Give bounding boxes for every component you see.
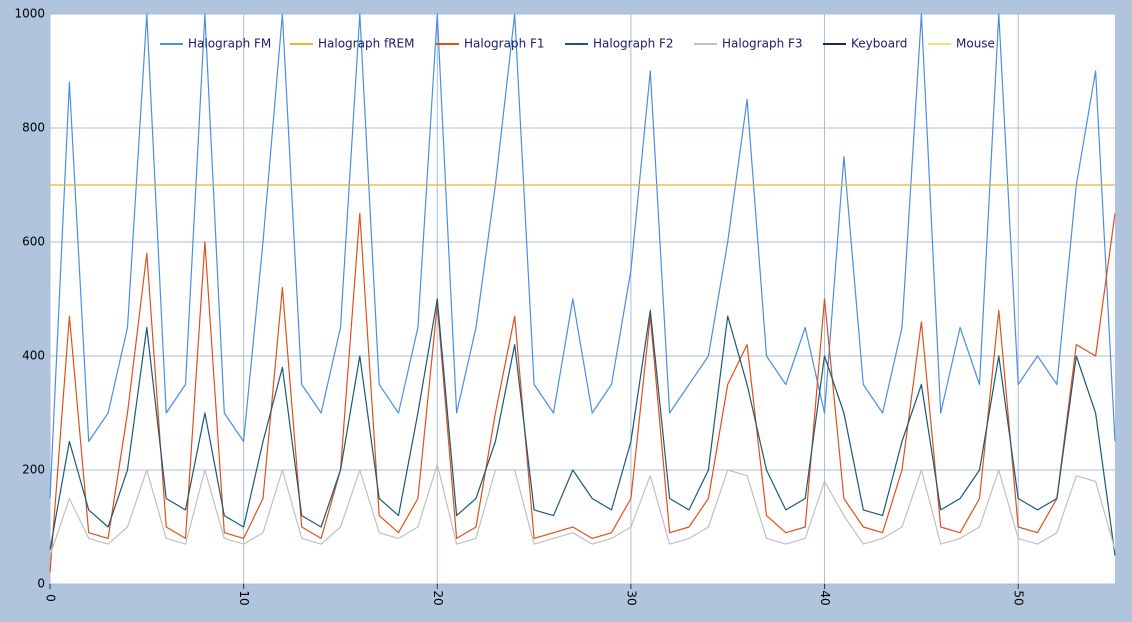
x-tick-label: 40 xyxy=(818,590,832,605)
y-tick-label: 200 xyxy=(22,463,45,477)
plot-area xyxy=(50,14,1115,584)
legend-label: Halograph FM xyxy=(188,37,271,51)
legend-label: Halograph F1 xyxy=(464,37,545,51)
legend-label: Halograph F2 xyxy=(593,37,674,51)
series-line xyxy=(49,463,1116,556)
y-tick-label: 1000 xyxy=(14,7,45,21)
series-line xyxy=(49,298,1116,556)
legend-label: Keyboard xyxy=(851,37,907,51)
series-line xyxy=(49,13,1116,499)
y-tick-label: 400 xyxy=(22,349,45,363)
x-tick-label: 0 xyxy=(44,594,58,602)
y-tick-label: 800 xyxy=(22,121,45,135)
x-tick-label: 20 xyxy=(431,590,445,605)
legend-label: Halograph F3 xyxy=(722,37,803,51)
legend-label: Halograph fREM xyxy=(318,37,415,51)
x-tick-label: 50 xyxy=(1012,590,1026,605)
x-tick-label: 10 xyxy=(237,590,251,605)
y-tick-label: 600 xyxy=(22,235,45,249)
x-tick-label: 30 xyxy=(624,590,638,605)
legend-label: Mouse xyxy=(956,37,995,51)
y-tick-label: 0 xyxy=(37,577,45,591)
